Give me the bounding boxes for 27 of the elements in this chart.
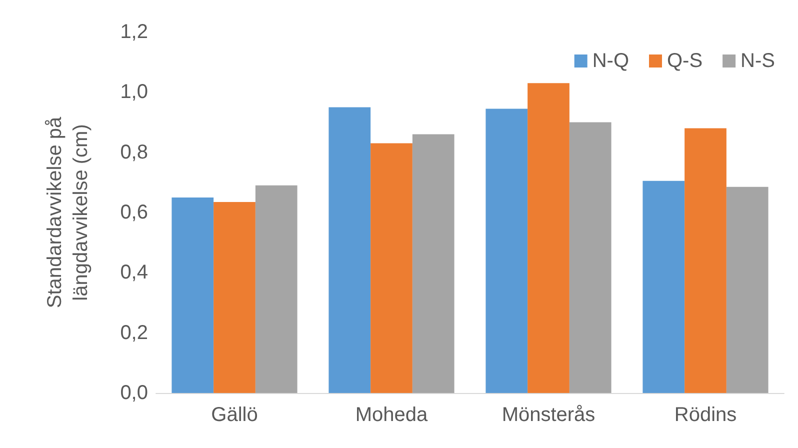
x-tick-label: Gällö xyxy=(211,404,258,426)
x-tick-label: Mönsterås xyxy=(502,404,596,426)
y-tick-label: 1,0 xyxy=(120,81,148,104)
y-tick-label: 0,4 xyxy=(120,262,148,284)
legend-label: Q-S xyxy=(667,50,703,72)
bar xyxy=(642,180,685,393)
bar xyxy=(569,122,612,393)
bar xyxy=(328,107,371,393)
bar xyxy=(726,186,768,393)
bar xyxy=(255,185,298,393)
bar xyxy=(412,134,454,393)
x-tick-label: Rödins xyxy=(674,404,737,426)
bar xyxy=(370,143,412,393)
legend-label: N-Q xyxy=(592,50,630,72)
y-axis-title: Standardavvikelse på längdavvikelse (cm) xyxy=(44,116,92,308)
bar xyxy=(172,197,214,393)
y-tick-label: 0,2 xyxy=(120,322,148,344)
bar xyxy=(684,128,726,393)
bar xyxy=(214,202,256,393)
bar xyxy=(528,83,570,393)
legend-label: N-S xyxy=(740,50,776,72)
y-tick-label: 0,6 xyxy=(120,202,148,224)
y-tick-label: 1,2 xyxy=(120,21,148,43)
bar xyxy=(486,108,528,393)
y-tick-label: 0,0 xyxy=(120,382,148,404)
x-tick-label: Moheda xyxy=(355,404,429,426)
y-tick-label: 0,8 xyxy=(120,141,148,164)
